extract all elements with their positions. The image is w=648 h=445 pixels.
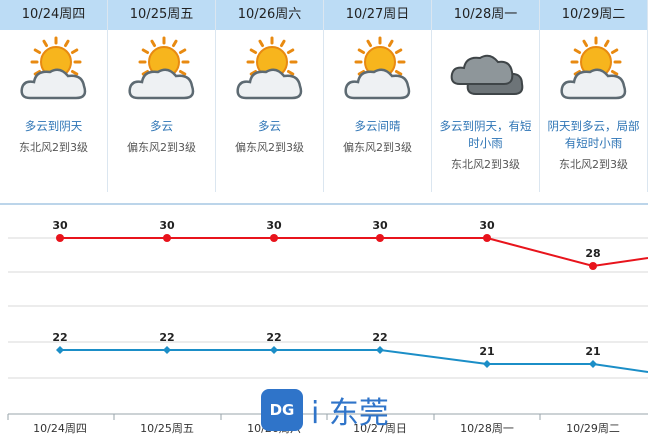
partly-cloudy-sun-icon [124,36,200,108]
day-column: 10/28周一 多云到阴天，有短时小雨 东北风2到3级 [432,0,540,192]
data-label: 22 [159,331,174,344]
forecast-header: 10/24周四 多云到阴天 东北风2到3级 10/25周五 多云 偏东风2到3级… [0,0,648,192]
data-label: 22 [266,331,281,344]
partly-cloudy-sun-icon [232,36,308,108]
x-tick-label: 10/27周日 [353,422,407,435]
date-label: 10/24周四 [0,0,107,30]
wind-label: 偏东风2到3级 [343,141,412,154]
partly-cloudy-sun-icon [340,36,416,108]
weather-description: 多云到阴天 [24,119,83,133]
sun-icon [570,36,621,88]
high-temp-point [589,262,597,270]
day-column: 10/27周日 多云间晴 偏东风2到3级 [324,0,432,192]
series-line-0 [60,237,648,268]
partly-cloudy-sun-icon [556,36,632,108]
low-temp-point [56,346,64,354]
data-label: 30 [372,219,388,232]
day-column: 10/29周二 阴天到多云，局部有短时小雨 东北风2到3级 [540,0,648,192]
wind-label: 东北风2到3级 [559,158,628,171]
x-tick-label: 10/28周一 [460,422,514,435]
wind-label: 东北风2到3级 [19,141,88,154]
data-label: 21 [585,345,600,358]
cloud-icon [343,68,410,100]
low-temp-point [163,346,171,354]
x-tick-label: 10/29周二 [566,422,620,435]
cloud-icon [19,68,86,100]
temperature-chart: 10/24周四10/25周五10/26周六10/27周日10/28周一10/29… [0,203,648,435]
high-temp-point [270,234,278,242]
day-column: 10/25周五 多云 偏东风2到3级 [108,0,216,192]
data-label: 30 [52,219,68,232]
data-label: 28 [585,247,600,260]
wind-label: 偏东风2到3级 [127,141,196,154]
watermark: DG i 东莞 [261,388,389,432]
weather-description: 多云 [258,119,281,133]
high-temp-point [376,234,384,242]
watermark-text: i 东莞 [311,396,389,431]
data-label: 30 [159,219,175,232]
high-temp-point [163,234,171,242]
date-label: 10/26周六 [216,0,323,30]
date-label: 10/29周二 [540,0,647,30]
low-temp-point [376,346,384,354]
date-label: 10/25周五 [108,0,215,30]
low-temp-point [270,346,278,354]
weather-description: 阴天到多云，局部有短时小雨 [547,119,640,150]
data-label: 22 [52,331,67,344]
weather-description: 多云间晴 [354,119,401,133]
day-column: 10/26周六 多云 偏东风2到3级 [216,0,324,192]
series-line-1 [60,349,648,373]
weather-description: 多云到阴天，有短时小雨 [439,119,532,150]
weather-description: 多云 [150,119,173,133]
x-tick-label: 10/24周四 [33,422,87,435]
partly-cloudy-sun-icon [16,36,92,108]
cloud-icon [127,68,194,100]
x-tick-label: 10/25周五 [140,422,194,435]
wind-label: 东北风2到3级 [451,158,520,171]
cloud-icon [559,68,626,100]
overcast-cloud-icon [448,36,524,108]
wind-label: 偏东风2到3级 [235,141,304,154]
day-column: 10/24周四 多云到阴天 东北风2到3级 [0,0,108,192]
cloud-front-icon [450,54,513,85]
data-label: 22 [372,331,387,344]
watermark-logo: DG [261,389,303,431]
date-label: 10/27周日 [324,0,431,30]
high-temp-point [483,234,491,242]
date-label: 10/28周一 [432,0,539,30]
low-temp-point [589,360,597,368]
high-temp-point [56,234,64,242]
data-label: 30 [479,219,495,232]
data-label: 30 [266,219,282,232]
cloud-icon [235,68,302,100]
data-label: 21 [479,345,494,358]
low-temp-point [483,360,491,368]
